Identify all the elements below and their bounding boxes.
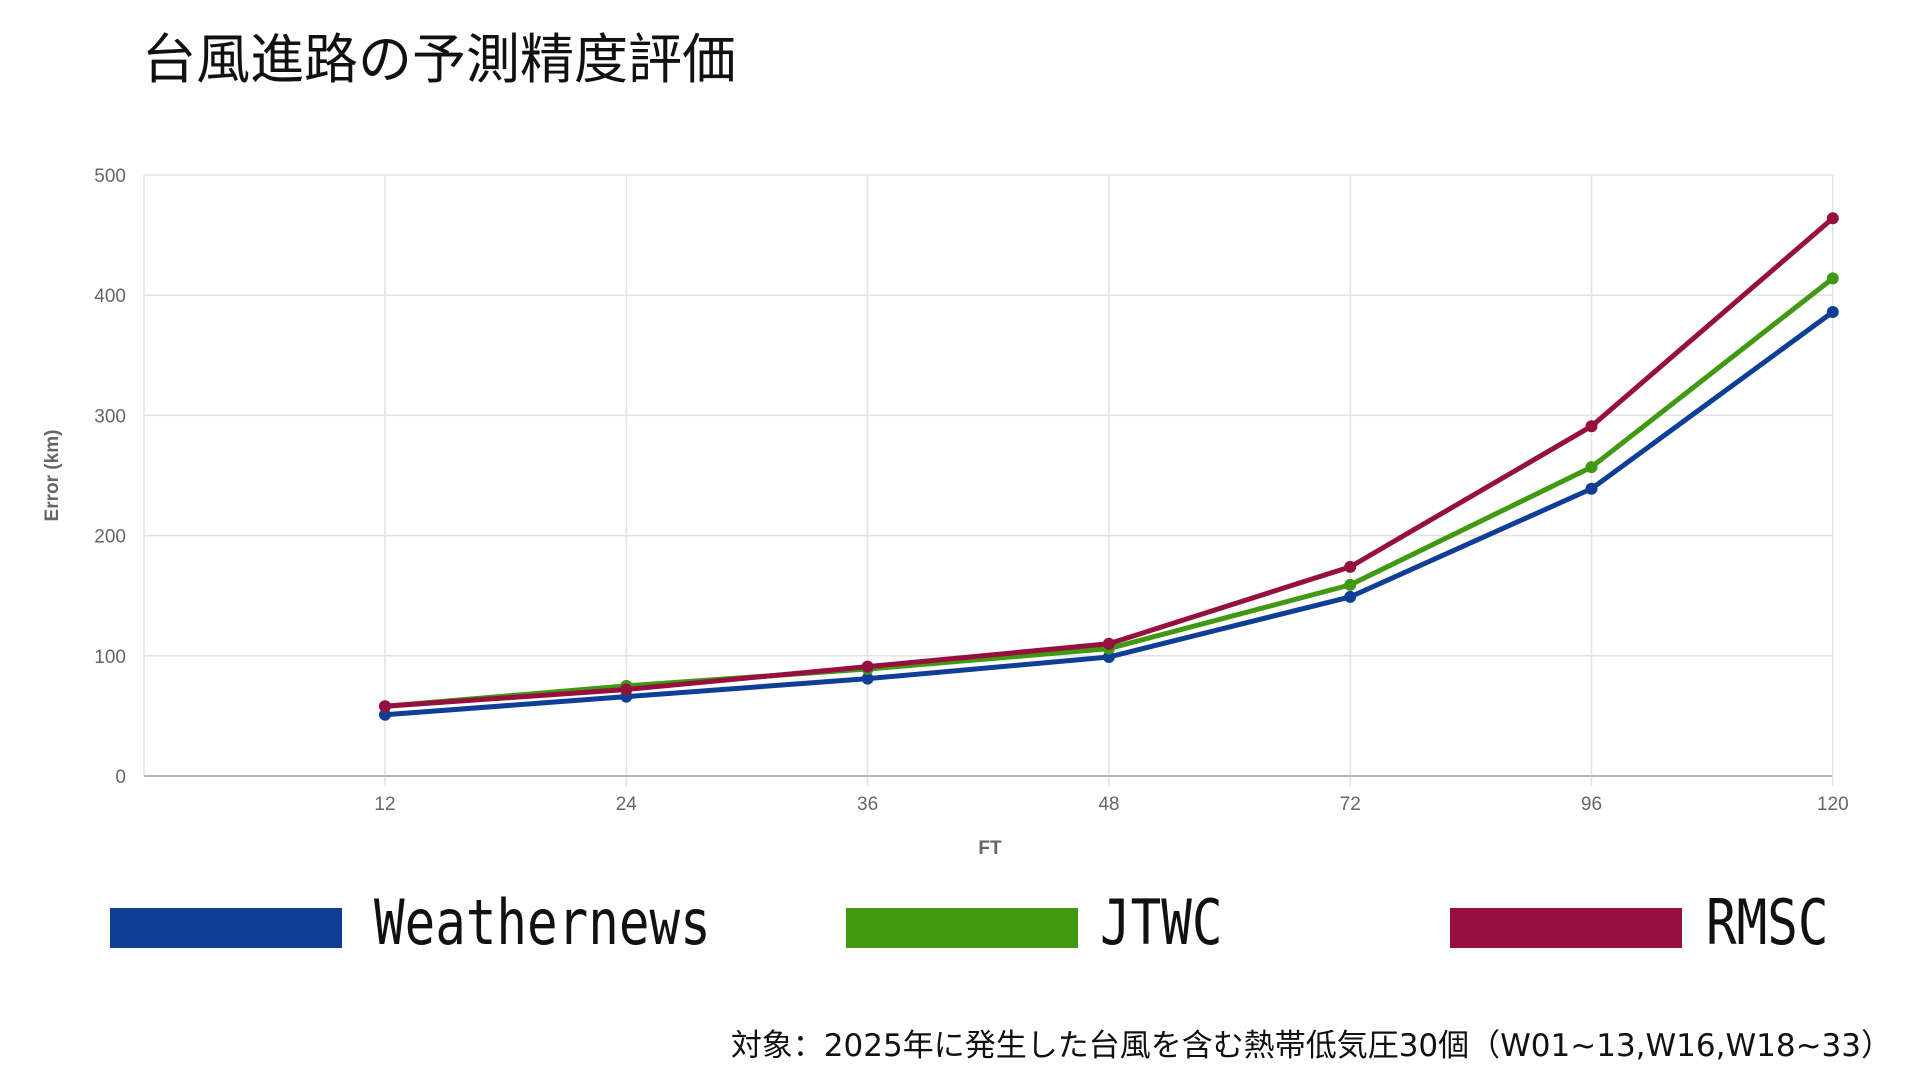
x-tick-label: 24 <box>616 794 638 815</box>
y-tick-label: 400 <box>94 286 126 307</box>
legend-label-rmsc: RMSC <box>1706 886 1829 959</box>
grid-lines <box>143 174 1834 786</box>
data-point-rmsc[interactable] <box>1585 420 1598 433</box>
data-point-rmsc[interactable] <box>379 700 391 713</box>
data-point-rmsc[interactable] <box>620 683 633 696</box>
legend-swatch-rmsc <box>1450 908 1682 948</box>
data-point-weathernews[interactable] <box>861 672 874 685</box>
x-tick-label: 48 <box>1098 794 1119 815</box>
chart-legend: Weathernews JTWC RMSC <box>0 886 1920 980</box>
data-point-weathernews[interactable] <box>1102 651 1115 664</box>
data-points <box>379 212 1839 721</box>
x-tick-label: 12 <box>374 794 395 815</box>
y-axis-title: Error (km) <box>42 430 63 522</box>
legend-swatch-jtwc <box>846 908 1078 948</box>
data-point-weathernews[interactable] <box>1344 590 1357 603</box>
data-point-weathernews[interactable] <box>1585 482 1598 495</box>
footnote: 対象：2025年に発生した台風を含む熱帯低気圧30個（W01~13,W16,W1… <box>730 1028 1892 1064</box>
y-tick-label: 300 <box>94 406 126 427</box>
legend-label-jtwc: JTWC <box>1100 886 1223 959</box>
x-tick-label: 120 <box>1817 794 1849 815</box>
x-tick-label: 72 <box>1340 794 1361 815</box>
data-point-rmsc[interactable] <box>1826 212 1839 225</box>
data-point-weathernews[interactable] <box>379 708 391 721</box>
data-point-rmsc[interactable] <box>861 660 874 673</box>
legend-label-weathernews: Weathernews <box>374 886 711 959</box>
data-point-weathernews[interactable] <box>1826 306 1839 319</box>
y-tick-label: 200 <box>94 527 126 548</box>
legend-swatch-weathernews <box>110 908 342 948</box>
data-point-jtwc[interactable] <box>1344 578 1357 591</box>
x-axis-title: FT <box>978 838 1002 859</box>
tick-labels: 0 100 200 300 400 500 12 24 36 48 72 96 120 <box>94 166 1848 815</box>
chart-title: 台風進路の予測精度評価 <box>142 28 736 91</box>
y-tick-label: 0 <box>115 767 126 788</box>
data-point-jtwc[interactable] <box>1826 272 1839 285</box>
data-point-rmsc[interactable] <box>1102 637 1115 650</box>
data-point-jtwc[interactable] <box>1585 461 1598 474</box>
x-tick-label: 96 <box>1581 794 1602 815</box>
data-point-rmsc[interactable] <box>1344 560 1357 573</box>
y-tick-label: 100 <box>94 647 126 668</box>
y-tick-label: 500 <box>94 166 126 187</box>
x-tick-label: 36 <box>857 794 878 815</box>
